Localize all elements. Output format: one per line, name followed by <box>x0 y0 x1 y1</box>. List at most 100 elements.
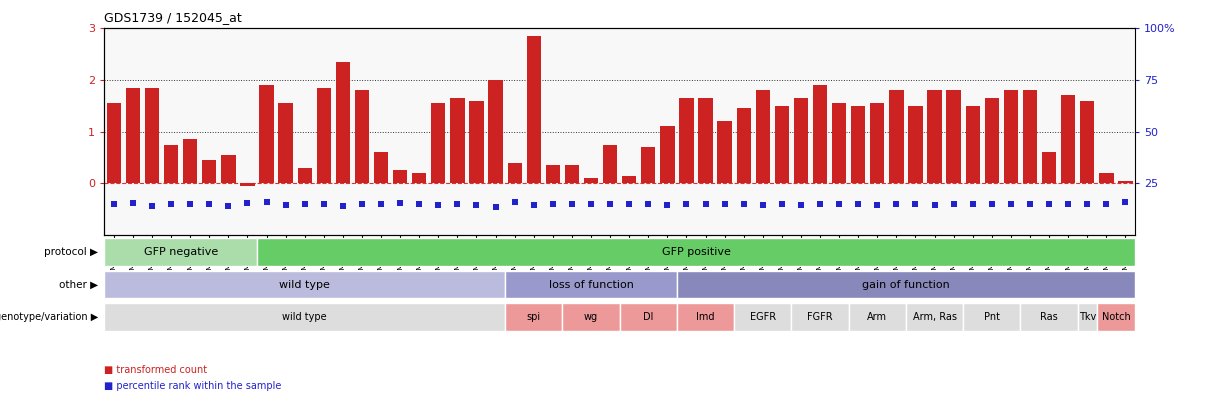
Point <box>294 200 314 207</box>
Bar <box>107 103 121 183</box>
Bar <box>1021 303 1077 330</box>
Point <box>810 201 829 208</box>
Bar <box>794 98 809 183</box>
Point <box>276 202 296 208</box>
Point <box>1115 199 1135 205</box>
Point <box>1059 201 1079 208</box>
Bar <box>849 303 906 330</box>
Point <box>620 200 639 207</box>
Bar <box>908 106 923 183</box>
Text: GFP negative: GFP negative <box>144 247 217 257</box>
Bar <box>546 165 560 183</box>
Bar <box>488 80 503 183</box>
Point <box>982 201 1001 208</box>
Bar <box>718 122 731 183</box>
Bar <box>602 145 617 183</box>
Text: GDS1739 / 152045_at: GDS1739 / 152045_at <box>104 11 242 24</box>
Text: spi: spi <box>526 312 541 322</box>
Bar <box>564 165 579 183</box>
Point <box>390 200 410 206</box>
Point <box>504 199 524 205</box>
Bar <box>1080 101 1094 183</box>
Bar <box>412 173 426 183</box>
Bar <box>640 147 655 183</box>
Bar <box>450 98 465 183</box>
Bar <box>183 139 198 183</box>
Text: wild type: wild type <box>280 279 330 290</box>
Point <box>829 200 849 207</box>
Bar <box>256 239 1135 266</box>
Point <box>352 201 372 208</box>
Bar <box>125 88 140 183</box>
Text: Dl: Dl <box>643 312 654 322</box>
Point <box>333 203 352 209</box>
Bar <box>469 101 483 183</box>
Bar <box>355 90 369 183</box>
Point <box>410 200 429 207</box>
Text: Notch: Notch <box>1102 312 1130 322</box>
Text: FGFR: FGFR <box>807 312 833 322</box>
Bar <box>317 88 331 183</box>
Point <box>256 199 276 205</box>
Bar <box>1004 90 1018 183</box>
Bar <box>240 183 254 186</box>
Text: loss of function: loss of function <box>548 279 633 290</box>
Text: Arm: Arm <box>867 312 887 322</box>
Text: other ▶: other ▶ <box>59 279 98 290</box>
Point <box>448 201 467 208</box>
Text: ■ transformed count: ■ transformed count <box>104 364 207 375</box>
Bar <box>584 178 598 183</box>
Bar <box>104 271 506 298</box>
Bar <box>660 126 675 183</box>
Text: GFP positive: GFP positive <box>661 247 730 257</box>
Point <box>696 200 715 207</box>
Point <box>772 201 791 208</box>
Point <box>1020 201 1039 208</box>
Point <box>200 200 220 207</box>
Bar <box>259 85 274 183</box>
Point <box>218 203 238 209</box>
Point <box>734 201 753 208</box>
Bar <box>1061 96 1075 183</box>
Point <box>544 200 563 207</box>
Text: Tkv: Tkv <box>1079 312 1096 322</box>
Bar <box>756 90 769 183</box>
Bar <box>736 109 751 183</box>
Bar <box>812 85 827 183</box>
Bar <box>791 303 849 330</box>
Bar <box>1097 303 1135 330</box>
Text: EGFR: EGFR <box>750 312 775 322</box>
Point <box>1001 200 1021 207</box>
Text: genotype/variation ▶: genotype/variation ▶ <box>0 312 98 322</box>
Point <box>906 201 925 208</box>
Text: wild type: wild type <box>282 312 328 322</box>
Text: Pnt: Pnt <box>984 312 1000 322</box>
Point <box>142 203 162 209</box>
Point <box>848 201 867 208</box>
Point <box>867 202 887 208</box>
Point <box>1097 200 1117 207</box>
Point <box>161 200 180 207</box>
Bar <box>984 98 999 183</box>
Bar <box>620 303 677 330</box>
Text: Arm, Ras: Arm, Ras <box>913 312 957 322</box>
Text: gain of function: gain of function <box>863 279 950 290</box>
Bar <box>622 175 637 183</box>
Point <box>887 201 907 208</box>
Bar <box>508 163 521 183</box>
Point <box>791 202 811 208</box>
Text: protocol ▶: protocol ▶ <box>44 247 98 257</box>
Bar <box>677 271 1135 298</box>
Bar <box>946 90 961 183</box>
Bar <box>928 90 941 183</box>
Point <box>925 202 945 208</box>
Point <box>1039 200 1059 207</box>
Bar <box>297 168 312 183</box>
Bar <box>966 106 980 183</box>
Text: Imd: Imd <box>696 312 715 322</box>
Bar <box>698 98 713 183</box>
Point <box>428 202 448 208</box>
Bar <box>1118 181 1133 183</box>
Bar <box>963 303 1021 330</box>
Bar <box>680 98 693 183</box>
